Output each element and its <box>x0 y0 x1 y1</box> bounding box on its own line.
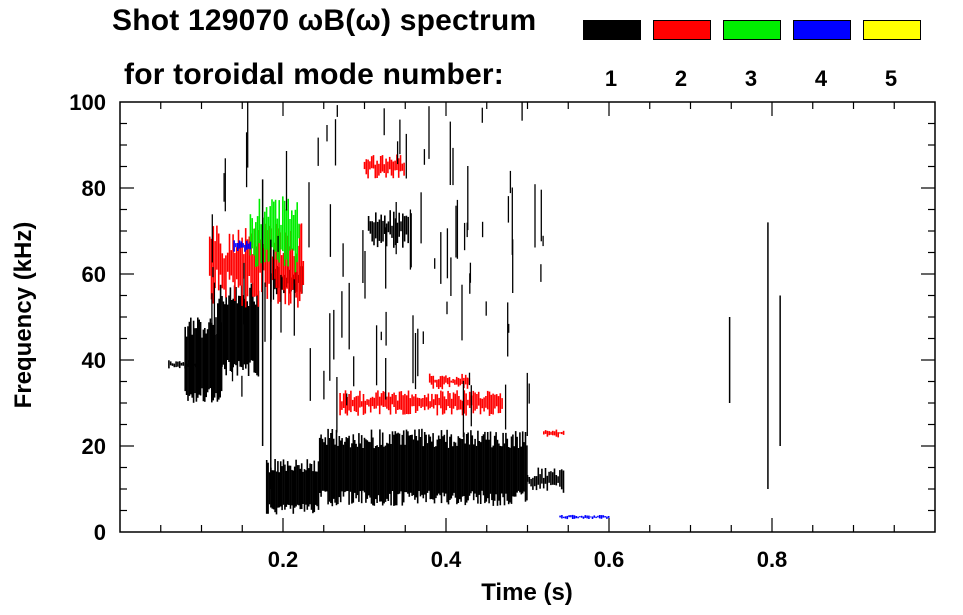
mode-1-region <box>217 282 260 377</box>
legend-label-5: 5 <box>884 66 898 91</box>
x-tick-label: 0.4 <box>431 547 462 572</box>
mode-1-region <box>526 467 565 493</box>
mode-2-region <box>363 154 405 179</box>
x-tick-label: 0.6 <box>594 547 625 572</box>
mode-2-region <box>542 429 565 438</box>
y-tick-label: 20 <box>82 434 106 459</box>
mode-1-region <box>184 317 223 403</box>
legend-label-4: 4 <box>814 66 828 91</box>
mode-4-region <box>559 514 610 520</box>
mode-3-region <box>249 196 300 273</box>
y-tick-label: 0 <box>94 520 106 545</box>
legend-swatch-2 <box>653 20 711 40</box>
mode-2-region <box>428 373 471 390</box>
legend-swatch-1 <box>583 20 641 40</box>
chart-title-line1: Shot 129070 ωB(ω) spectrum <box>112 4 537 37</box>
chart-title-line2: for toroidal mode number: <box>124 58 504 91</box>
y-axis-label: Frequency (kHz) <box>10 222 37 409</box>
x-tick-label: 0.8 <box>757 547 788 572</box>
legend-swatch-3 <box>723 20 781 40</box>
y-tick-label: 40 <box>82 348 106 373</box>
mode-2-region <box>339 390 503 416</box>
mode-1-region <box>367 210 410 248</box>
legend-label-3: 3 <box>744 66 758 91</box>
legend-swatch-5 <box>863 20 921 40</box>
spectrogram-marks <box>168 102 781 520</box>
x-tick-label: 0.2 <box>268 547 299 572</box>
legend-label-1: 1 <box>604 66 618 91</box>
y-tick-label: 80 <box>82 176 106 201</box>
y-tick-label: 100 <box>69 90 106 115</box>
legend-label-2: 2 <box>674 66 688 91</box>
y-tick-label: 60 <box>82 262 106 287</box>
mode-1-region <box>168 360 197 369</box>
mode-4-region <box>233 240 252 252</box>
mode-1-broadband-streaks <box>211 102 781 489</box>
x-axis-label: Time (s) <box>481 579 573 606</box>
plot-axes: 0.2 0.4 0.6 0.8 0 20 40 60 80 100 <box>69 90 936 572</box>
mode-1-region <box>318 428 528 507</box>
mode-1-region <box>265 459 320 515</box>
legend-swatch-4 <box>793 20 851 40</box>
